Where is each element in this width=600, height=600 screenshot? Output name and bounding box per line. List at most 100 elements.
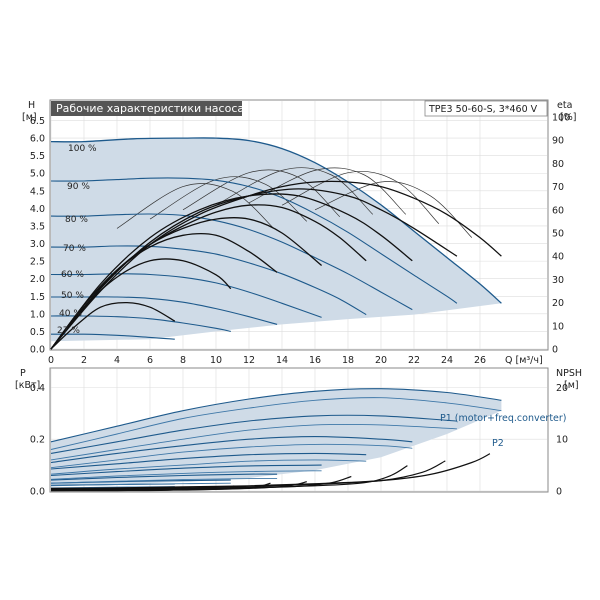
npsh-y-tick-label: 0 bbox=[556, 487, 562, 498]
head-curve-40 bbox=[50, 315, 231, 332]
p1-curve bbox=[50, 436, 413, 464]
eta-y-tick-label: 10 bbox=[552, 321, 564, 332]
npsh-curve bbox=[50, 487, 192, 492]
npsh-y-tick-label: 10 bbox=[556, 435, 568, 446]
x-tick-label: 24 bbox=[441, 355, 453, 366]
x-tick-label: 4 bbox=[114, 355, 120, 366]
speed-labels: 100 % 90 % 80 % 70 % 60 % 50 % 40 % 27 % bbox=[57, 144, 97, 336]
head-y-tick-label: 5.0 bbox=[30, 169, 45, 180]
eta-y-tick-label: 70 bbox=[552, 182, 564, 193]
power-y-tick-label: 0.0 bbox=[30, 487, 45, 498]
pump-model: TPE3 50-60-S, 3*460 V bbox=[428, 104, 538, 115]
head-curve-80 bbox=[50, 213, 413, 311]
eta-y-tick-label: 40 bbox=[552, 252, 564, 263]
speed-label-40: 40 % bbox=[59, 309, 82, 319]
iso-efficiency-arc bbox=[182, 169, 341, 218]
x-tick-label: 20 bbox=[375, 355, 387, 366]
head-curve-100 bbox=[50, 137, 502, 304]
head-y-tick-label: 0.0 bbox=[30, 345, 45, 356]
p2-curve bbox=[50, 482, 231, 487]
x-tick-label: 8 bbox=[180, 355, 186, 366]
x-tick-label: 18 bbox=[342, 355, 354, 366]
flow-x-label: Q [м³/ч] bbox=[505, 355, 543, 366]
speed-label-70: 70 % bbox=[63, 244, 86, 254]
p1-curve bbox=[50, 473, 278, 481]
eta-y-tick-label: 30 bbox=[552, 275, 564, 286]
efficiency-curve bbox=[50, 301, 176, 350]
speed-label-60: 60 % bbox=[61, 270, 84, 280]
p2-curve bbox=[50, 423, 457, 461]
eta-y-tick-label: 50 bbox=[552, 229, 564, 240]
x-tick-label: 16 bbox=[309, 355, 321, 366]
head-curves bbox=[50, 137, 502, 350]
x-tick-label: 10 bbox=[210, 355, 222, 366]
head-curve-27 bbox=[50, 333, 175, 340]
x-tick-label: 12 bbox=[243, 355, 255, 366]
head-y-unit: [м] bbox=[22, 112, 37, 123]
p2-curve bbox=[50, 443, 413, 469]
p2-curve bbox=[50, 478, 278, 484]
power-y-tick-label: 0.4 bbox=[30, 383, 45, 394]
eta-y-tick-label: 60 bbox=[552, 205, 564, 216]
title-box bbox=[51, 101, 242, 116]
efficiency-curve bbox=[50, 232, 278, 350]
head-y-label: H bbox=[28, 100, 35, 111]
head-curve-60 bbox=[50, 273, 322, 318]
eta-y-tick-label: 80 bbox=[552, 159, 564, 170]
iso-efficiency-arc bbox=[314, 181, 473, 238]
power-y-tick-label: 0.2 bbox=[30, 435, 45, 446]
x-tick-label: 22 bbox=[408, 355, 420, 366]
p2-curve bbox=[50, 459, 367, 475]
head-y-tick-label: 3.5 bbox=[30, 221, 45, 232]
head-y-tick-label: 2.0 bbox=[30, 274, 45, 285]
head-y-tick-label: 0.5 bbox=[30, 327, 45, 338]
p2-curve bbox=[50, 397, 502, 450]
x-tick-label: 2 bbox=[81, 355, 87, 366]
efficiency-curve bbox=[50, 188, 458, 350]
head-y-tick-label: 3.0 bbox=[30, 239, 45, 250]
power-y-unit: [кВт] bbox=[15, 380, 40, 391]
eta-y-unit: [%] bbox=[560, 112, 576, 123]
speed-label-50: 50 % bbox=[61, 291, 84, 301]
head-y-tick-label: 6.0 bbox=[30, 134, 45, 145]
x-tick-label: 0 bbox=[48, 355, 54, 366]
chart-title: Рабочие характеристики насоса bbox=[56, 102, 244, 115]
x-tick-label: 6 bbox=[147, 355, 153, 366]
npsh-y-label: NPSH bbox=[556, 368, 582, 379]
head-curve-50 bbox=[51, 296, 278, 325]
speed-label-27: 27 % bbox=[57, 326, 80, 336]
p1-curve bbox=[50, 452, 367, 470]
speed-label-80: 80 % bbox=[65, 215, 88, 225]
eta-y-tick-label: 100 bbox=[552, 113, 570, 124]
tick-labels: 0 2 4 6 8 10 12 14 16 18 20 22 24 260.00.51.01.52.02.… bbox=[30, 113, 570, 498]
speed-label-100: 100 % bbox=[68, 144, 97, 154]
iso-efficiency-arc bbox=[215, 167, 374, 215]
x-tick-label: 14 bbox=[276, 355, 288, 366]
head-curve-70 bbox=[50, 245, 367, 316]
model-box bbox=[424, 100, 548, 117]
speed-label-90: 90 % bbox=[67, 182, 90, 192]
npsh-y-unit: [м] bbox=[564, 380, 579, 391]
head-y-tick-label: 2.5 bbox=[30, 257, 45, 268]
head-y-tick-label: 5.5 bbox=[30, 151, 45, 162]
x-tick-label: 26 bbox=[474, 355, 486, 366]
p1-curve bbox=[50, 464, 322, 477]
efficiency-curve bbox=[50, 258, 232, 350]
p1-legend-label: P1 (motor+freq.converter) bbox=[440, 413, 567, 424]
eta-y-label: eta bbox=[557, 100, 572, 111]
head-y-tick-label: 4.5 bbox=[30, 186, 45, 197]
head-y-tick-label: 1.5 bbox=[30, 292, 45, 303]
p2-curve bbox=[50, 470, 322, 480]
p1-curve bbox=[50, 414, 457, 454]
head-y-tick-label: 4.0 bbox=[30, 204, 45, 215]
head-y-tick-label: 1.0 bbox=[30, 309, 45, 320]
eta-y-tick-label: 0 bbox=[552, 345, 558, 356]
power-curves bbox=[50, 388, 502, 492]
p2-legend-label: P2 bbox=[492, 438, 504, 449]
head-y-tick-label: 6.5 bbox=[30, 116, 45, 127]
p1-curve bbox=[50, 388, 502, 443]
efficiency-curve bbox=[50, 216, 323, 350]
efficiency-curve bbox=[50, 193, 413, 350]
power-y-label: P bbox=[20, 368, 26, 379]
